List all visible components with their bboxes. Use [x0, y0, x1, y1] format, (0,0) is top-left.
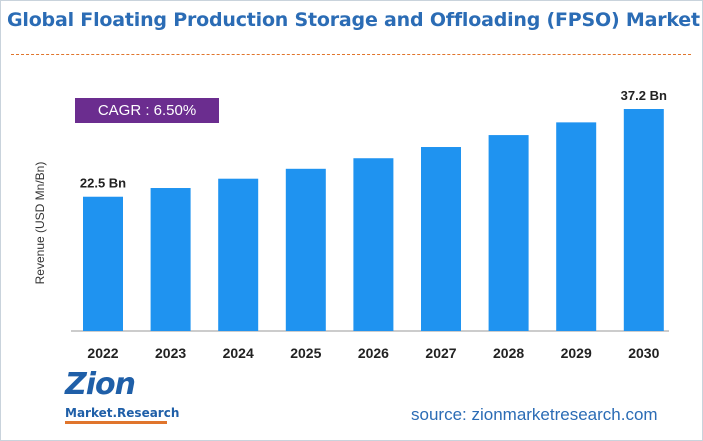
chart-title: Global Floating Production Storage and O…: [7, 9, 703, 31]
bar-2027: [421, 147, 461, 331]
x-tick-label-2028: 2028: [493, 345, 524, 361]
bar-2030: [623, 109, 664, 331]
bar-2026: [353, 158, 394, 331]
x-tick-label-2025: 2025: [290, 345, 321, 361]
bar-2025: [285, 168, 326, 331]
x-tick-label-2023: 2023: [155, 345, 186, 361]
bar-2028: [488, 135, 529, 331]
x-tick-label-2027: 2027: [425, 345, 456, 361]
zion-logo: Zion Market.Research: [61, 367, 179, 427]
logo-underline: [65, 421, 167, 424]
data-label-2030: 37.2 Bn: [621, 88, 667, 103]
x-tick-label-2030: 2030: [628, 345, 659, 361]
bar-2022: [83, 196, 123, 331]
source-text: source: zionmarketresearch.com: [411, 405, 658, 424]
data-label-2022: 22.5 Bn: [80, 176, 126, 191]
cagr-badge: CAGR : 6.50%: [75, 98, 219, 123]
bar-2023: [150, 188, 191, 331]
y-axis-label: Revenue (USD Mn/Bn): [33, 162, 47, 285]
x-tick-label-2022: 2022: [87, 345, 118, 361]
bar-2029: [556, 122, 597, 332]
logo-wordmark: Zion: [65, 367, 136, 402]
x-tick-label-2029: 2029: [561, 345, 592, 361]
bar-2024: [218, 178, 259, 331]
title-divider: [11, 54, 691, 55]
x-tick-label-2024: 2024: [223, 345, 254, 361]
x-tick-label-2026: 2026: [358, 345, 389, 361]
logo-subtitle: Market.Research: [65, 406, 180, 420]
